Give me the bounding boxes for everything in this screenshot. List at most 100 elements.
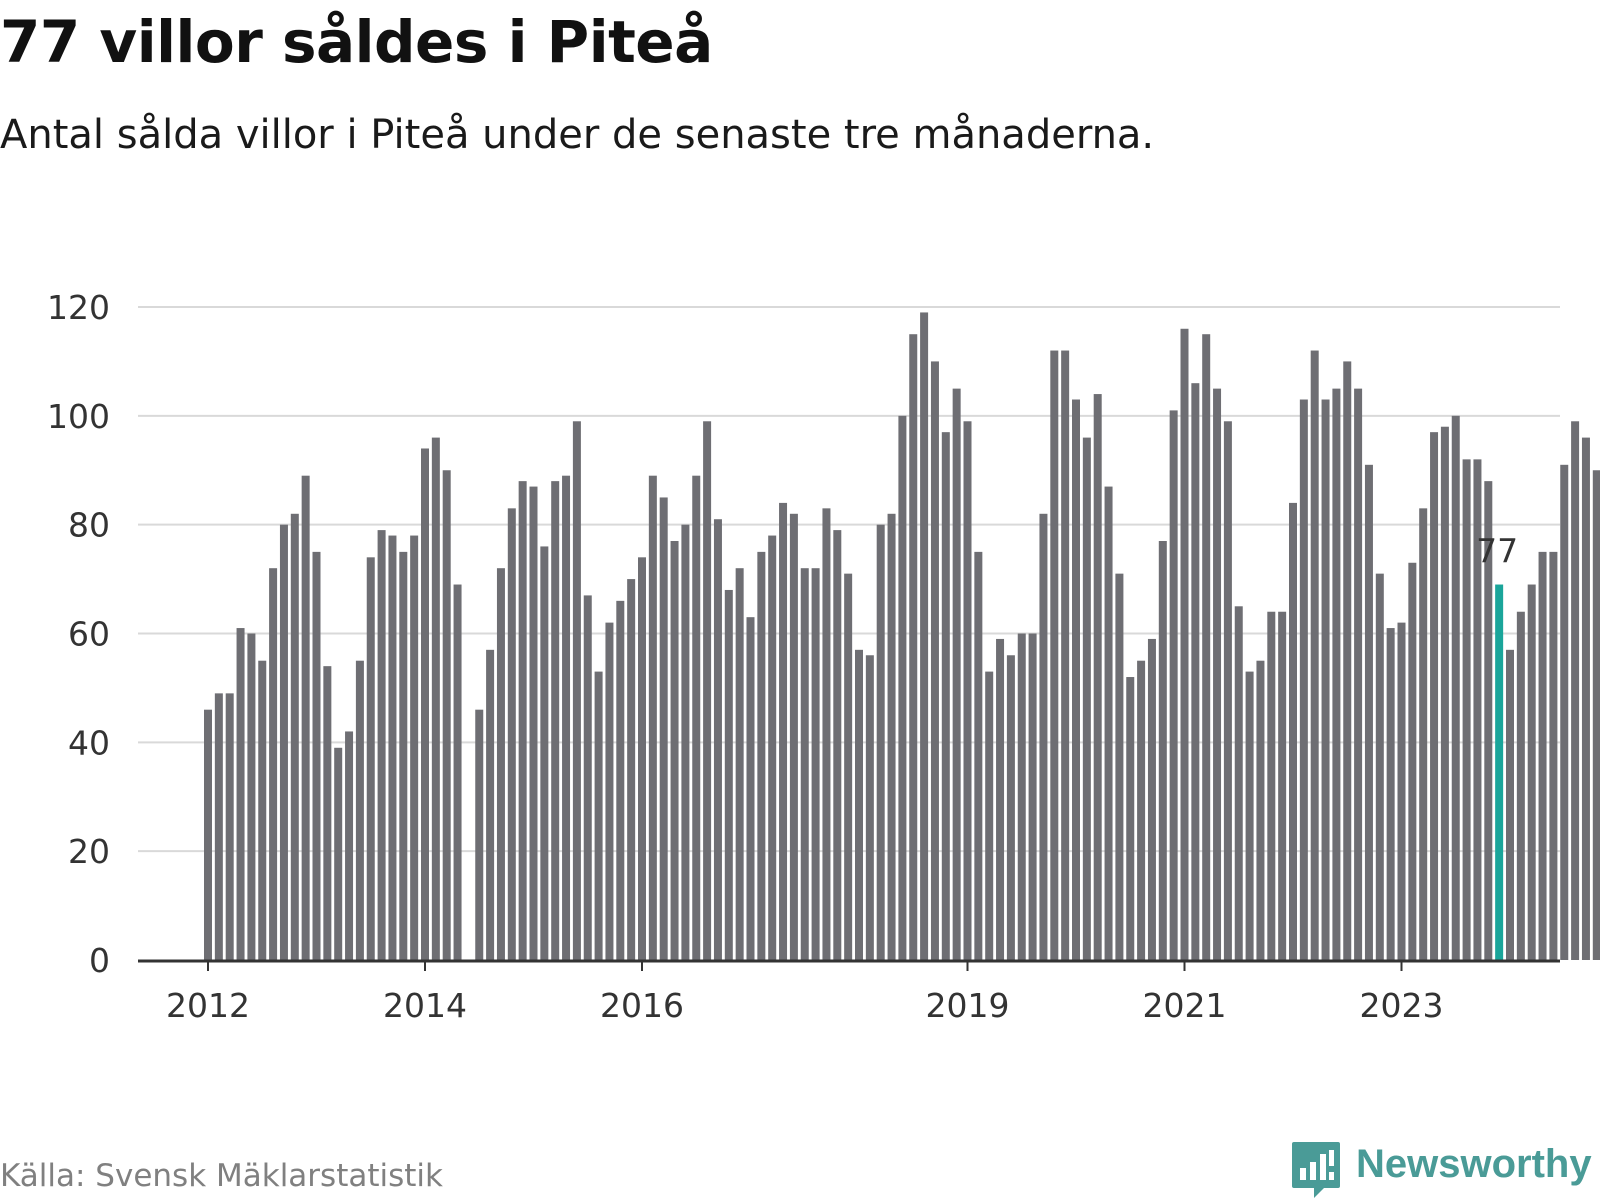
bar: [1364, 464, 1373, 960]
bar: [366, 557, 375, 960]
source-note: Källa: Svensk Mäklarstatistik: [0, 1158, 443, 1194]
bar: [779, 502, 788, 960]
chart-subtitle: Antal sålda villor i Piteå under de sena…: [0, 112, 1155, 158]
bar: [236, 628, 245, 960]
bar: [1408, 562, 1417, 960]
bar: [1397, 622, 1406, 960]
bar: [1581, 437, 1590, 961]
bar: [1126, 677, 1135, 960]
bar: [1202, 334, 1211, 960]
bar: [1473, 459, 1482, 960]
bar: [1039, 513, 1048, 960]
bar: [638, 557, 646, 960]
bar: [865, 655, 874, 960]
bar: [1310, 350, 1319, 960]
bar: [985, 671, 994, 960]
y-tick-label: 0: [89, 941, 110, 980]
x-tick-label: 2012: [166, 986, 250, 1025]
bar: [659, 497, 668, 960]
bar: [410, 535, 419, 960]
bar: [855, 649, 863, 960]
bar: [225, 693, 234, 960]
bar: [746, 617, 755, 960]
bar: [1332, 388, 1341, 960]
bar: [724, 589, 733, 960]
bar: [312, 551, 321, 960]
bar: [1245, 671, 1254, 960]
bar: [1223, 421, 1232, 960]
bar: [1137, 660, 1146, 960]
bar: [822, 508, 831, 960]
y-tick-label: 40: [68, 723, 110, 762]
bar: [616, 600, 625, 960]
bar: [431, 437, 440, 961]
bar: [1061, 350, 1070, 960]
bar: [1299, 399, 1308, 961]
bar: [648, 475, 657, 960]
bar: [735, 568, 744, 960]
bar: [1191, 383, 1200, 960]
bar: [1592, 470, 1600, 960]
bar: [1115, 573, 1124, 960]
bar: [290, 513, 299, 960]
y-axis-ticks: 0 20 40 60 80 100 120: [47, 288, 110, 980]
bar: [1050, 350, 1059, 960]
bar: [789, 513, 798, 960]
bar: [247, 633, 256, 960]
bar: [713, 519, 722, 960]
bar: [1082, 437, 1091, 961]
bar: [703, 421, 712, 960]
bar: [1321, 399, 1330, 961]
bar: [518, 481, 527, 960]
bar: [1289, 502, 1297, 960]
bar: [551, 481, 560, 960]
brand-logo: Newsworthy: [1290, 1140, 1592, 1200]
bar: [1430, 432, 1439, 960]
bar: [1484, 481, 1493, 960]
bar: [1006, 655, 1015, 960]
x-tick-label: 2019: [926, 986, 1010, 1025]
bar: [1147, 638, 1156, 960]
bar: [529, 486, 538, 960]
bars: [204, 312, 1600, 961]
bar: [1343, 361, 1352, 961]
x-tick-label: 2014: [383, 986, 467, 1025]
y-tick-label: 100: [47, 397, 110, 436]
bar: [1169, 410, 1178, 960]
bar: [670, 540, 679, 960]
bar: [757, 551, 766, 960]
bar: [421, 448, 429, 960]
bar: [355, 660, 364, 960]
bar: [876, 524, 885, 960]
y-tick-label: 120: [47, 288, 110, 327]
bar: [996, 638, 1005, 960]
bar: [1017, 633, 1026, 960]
data-labels: 77: [1476, 532, 1518, 571]
chart-title: 77 villor såldes i Piteå: [0, 8, 713, 76]
bar: [496, 568, 505, 960]
bar: [1072, 399, 1080, 961]
bar: [1560, 464, 1569, 960]
bar: [1104, 486, 1113, 960]
bar: [920, 312, 929, 961]
bar: [692, 475, 701, 960]
bar: [1234, 606, 1243, 960]
bar: [1451, 415, 1460, 960]
bar: [1571, 421, 1580, 960]
bar: [1028, 633, 1037, 960]
bar: [681, 524, 690, 960]
bar: [963, 421, 972, 960]
bar: [594, 671, 603, 960]
bar: [377, 530, 386, 960]
y-tick-label: 60: [68, 615, 110, 654]
bar: [1256, 660, 1265, 960]
bar: [1527, 584, 1536, 960]
bar: [204, 709, 212, 960]
bar: [1516, 611, 1525, 960]
x-tick-label: 2021: [1143, 986, 1227, 1025]
bar: [345, 731, 354, 960]
bar: [605, 622, 614, 960]
bar: [1158, 540, 1167, 960]
bar: [909, 334, 918, 960]
